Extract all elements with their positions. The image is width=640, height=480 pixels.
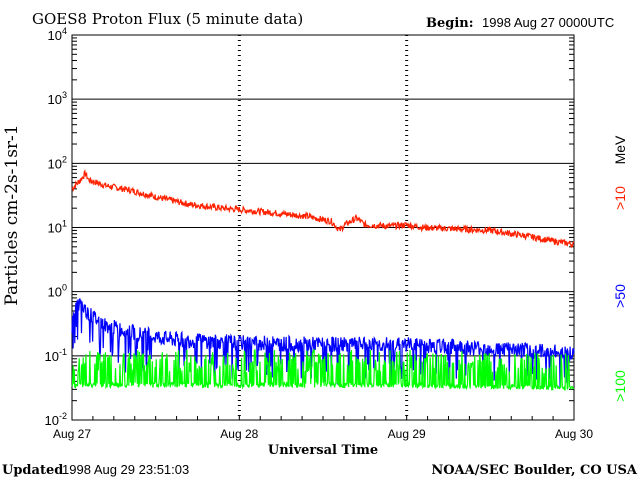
y-tick-label: 10-2 — [45, 411, 67, 428]
begin-label: Begin: — [426, 16, 474, 31]
x-tick-label: Aug 30 — [555, 427, 593, 441]
x-axis-label: Universal Time — [268, 443, 378, 458]
y-tick-labels: 104 103 102 101 100 10-1 10-2 — [45, 26, 67, 428]
legend-entry-gt50: >50 — [612, 284, 628, 308]
y-axis-label: Particles cm-2s-1sr-1 — [2, 124, 22, 305]
begin-value: 1998 Aug 27 0000UTC — [482, 15, 614, 30]
credit: NOAA/SEC Boulder, CO USA — [431, 463, 638, 478]
y-tick-label: 102 — [48, 154, 67, 171]
legend-entry-gt10: >10 — [612, 186, 628, 210]
x-tick-labels: Aug 27 Aug 28 Aug 29 Aug 30 — [53, 427, 593, 441]
x-tick-label: Aug 27 — [53, 427, 91, 441]
chart-title: GOES8 Proton Flux (5 minute data) — [32, 10, 303, 28]
legend-unit: MeV — [612, 135, 628, 164]
y-tick-label: 101 — [48, 219, 67, 236]
x-tick-label: Aug 28 — [220, 427, 258, 441]
series-line-gt10 — [71, 169, 575, 249]
series-lines — [71, 169, 575, 391]
updated-label: Updated — [2, 463, 63, 478]
legend-entry-gt100: >100 — [612, 370, 628, 402]
updated-value: 1998 Aug 29 23:51:03 — [62, 462, 189, 477]
x-tick-label: Aug 29 — [388, 427, 426, 441]
y-tick-label: 104 — [48, 26, 67, 43]
y-tick-label: 100 — [48, 283, 67, 300]
y-tick-label: 103 — [48, 90, 67, 107]
y-tick-label: 10-1 — [45, 347, 67, 364]
series-line-gt100 — [71, 348, 575, 391]
